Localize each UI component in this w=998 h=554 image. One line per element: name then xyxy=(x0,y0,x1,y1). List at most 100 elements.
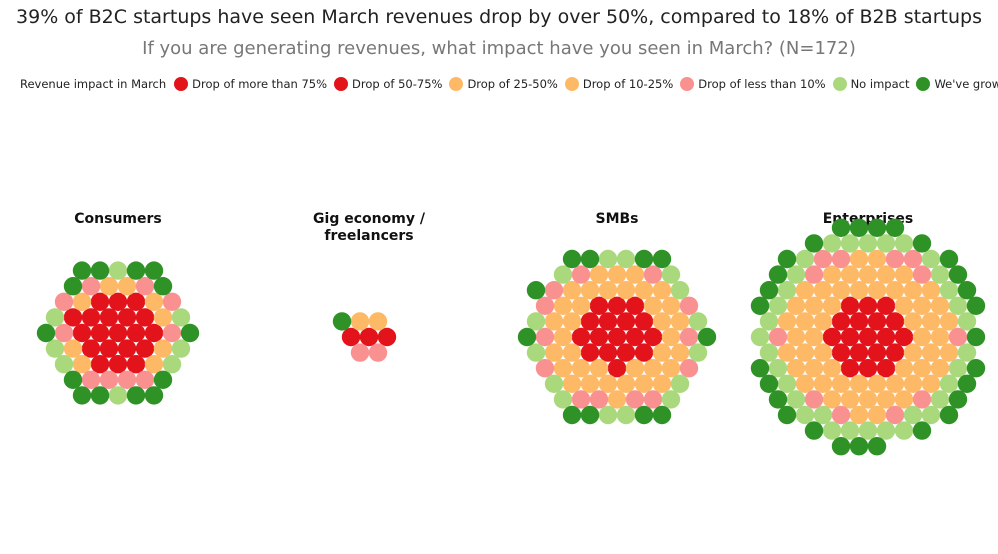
response-dot xyxy=(831,312,851,331)
response-dot xyxy=(939,405,959,425)
response-dot xyxy=(634,281,654,300)
response-dot xyxy=(571,265,591,284)
response-dot xyxy=(126,292,146,311)
response-dot xyxy=(804,234,824,253)
response-dot xyxy=(921,249,941,269)
response-dot xyxy=(625,390,645,409)
response-dot xyxy=(553,265,573,284)
response-dot xyxy=(45,339,65,358)
response-dot xyxy=(930,296,950,315)
response-dot xyxy=(858,390,878,409)
response-dot xyxy=(63,277,83,296)
response-dot xyxy=(759,312,779,331)
response-dot xyxy=(616,281,636,300)
response-dot xyxy=(813,374,833,393)
legend-swatch xyxy=(832,77,847,91)
legend-label: We've grown xyxy=(934,77,998,91)
response-dot xyxy=(670,281,690,300)
response-dot xyxy=(162,292,182,311)
response-dot xyxy=(867,249,887,269)
response-dot xyxy=(894,359,914,378)
response-dot xyxy=(831,437,851,456)
response-dot xyxy=(786,327,806,347)
response-dot xyxy=(795,405,815,425)
response-dot xyxy=(153,277,173,296)
response-dot xyxy=(117,277,137,296)
response-dot xyxy=(652,249,672,269)
response-dot xyxy=(822,296,842,315)
response-dot xyxy=(921,343,941,362)
response-dot xyxy=(562,374,582,393)
response-dot xyxy=(939,249,959,269)
response-dot xyxy=(562,249,582,269)
response-dot xyxy=(108,261,128,280)
response-dot xyxy=(332,312,352,331)
response-dot xyxy=(144,386,164,405)
response-dot xyxy=(849,405,869,425)
response-dot xyxy=(368,343,388,362)
response-dot xyxy=(759,281,779,300)
response-dot xyxy=(831,218,851,237)
response-dot xyxy=(786,359,806,378)
response-dot xyxy=(144,323,164,343)
response-dot xyxy=(607,265,627,284)
response-dot xyxy=(625,327,645,347)
response-dot xyxy=(840,421,860,440)
response-dot xyxy=(643,296,663,315)
response-dot xyxy=(616,343,636,362)
response-dot xyxy=(768,390,788,409)
legend-swatch xyxy=(449,77,464,91)
response-dot xyxy=(598,312,618,331)
response-dot xyxy=(912,327,932,347)
legend-swatch xyxy=(680,77,695,91)
response-dot xyxy=(135,370,155,389)
response-dot xyxy=(867,437,887,456)
response-dot xyxy=(90,323,110,343)
response-dot xyxy=(688,343,708,362)
legend-item: Drop of 25-50% xyxy=(449,77,558,91)
legend-item: No impact xyxy=(832,77,909,91)
response-dot xyxy=(885,374,905,393)
response-dot xyxy=(876,296,896,315)
response-dot xyxy=(126,355,146,374)
response-dot xyxy=(117,370,137,389)
response-dot xyxy=(813,312,833,331)
response-dot xyxy=(598,343,618,362)
response-dot xyxy=(840,234,860,253)
legend-item: Drop of less than 10% xyxy=(680,77,826,91)
panel-cluster xyxy=(750,218,986,456)
response-dot xyxy=(162,323,182,343)
response-dot xyxy=(867,218,887,237)
response-dot xyxy=(562,405,582,425)
response-dot xyxy=(544,281,564,300)
panel-title: SMBs xyxy=(595,211,639,227)
response-dot xyxy=(813,405,833,425)
response-dot xyxy=(948,390,968,409)
response-dot xyxy=(777,312,797,331)
response-dot xyxy=(607,296,627,315)
response-dot xyxy=(912,265,932,284)
response-dot xyxy=(54,292,74,311)
response-dot xyxy=(777,405,797,425)
response-dot xyxy=(377,327,397,347)
response-dot xyxy=(180,323,200,343)
response-dot xyxy=(750,296,770,315)
legend-item: Drop of more than 75% xyxy=(174,77,327,91)
response-dot xyxy=(804,265,824,284)
response-dot xyxy=(553,327,573,347)
response-dot xyxy=(598,281,618,300)
response-dot xyxy=(580,374,600,393)
response-dot xyxy=(652,343,672,362)
response-dot xyxy=(939,312,959,331)
response-dot xyxy=(822,390,842,409)
response-dot xyxy=(912,421,932,440)
response-dot xyxy=(786,265,806,284)
response-dot xyxy=(99,277,119,296)
response-dot xyxy=(616,405,636,425)
response-dot xyxy=(580,312,600,331)
response-dot xyxy=(108,355,128,374)
response-dot xyxy=(598,374,618,393)
response-dot xyxy=(849,218,869,237)
response-dot xyxy=(517,327,537,347)
response-dot xyxy=(894,390,914,409)
